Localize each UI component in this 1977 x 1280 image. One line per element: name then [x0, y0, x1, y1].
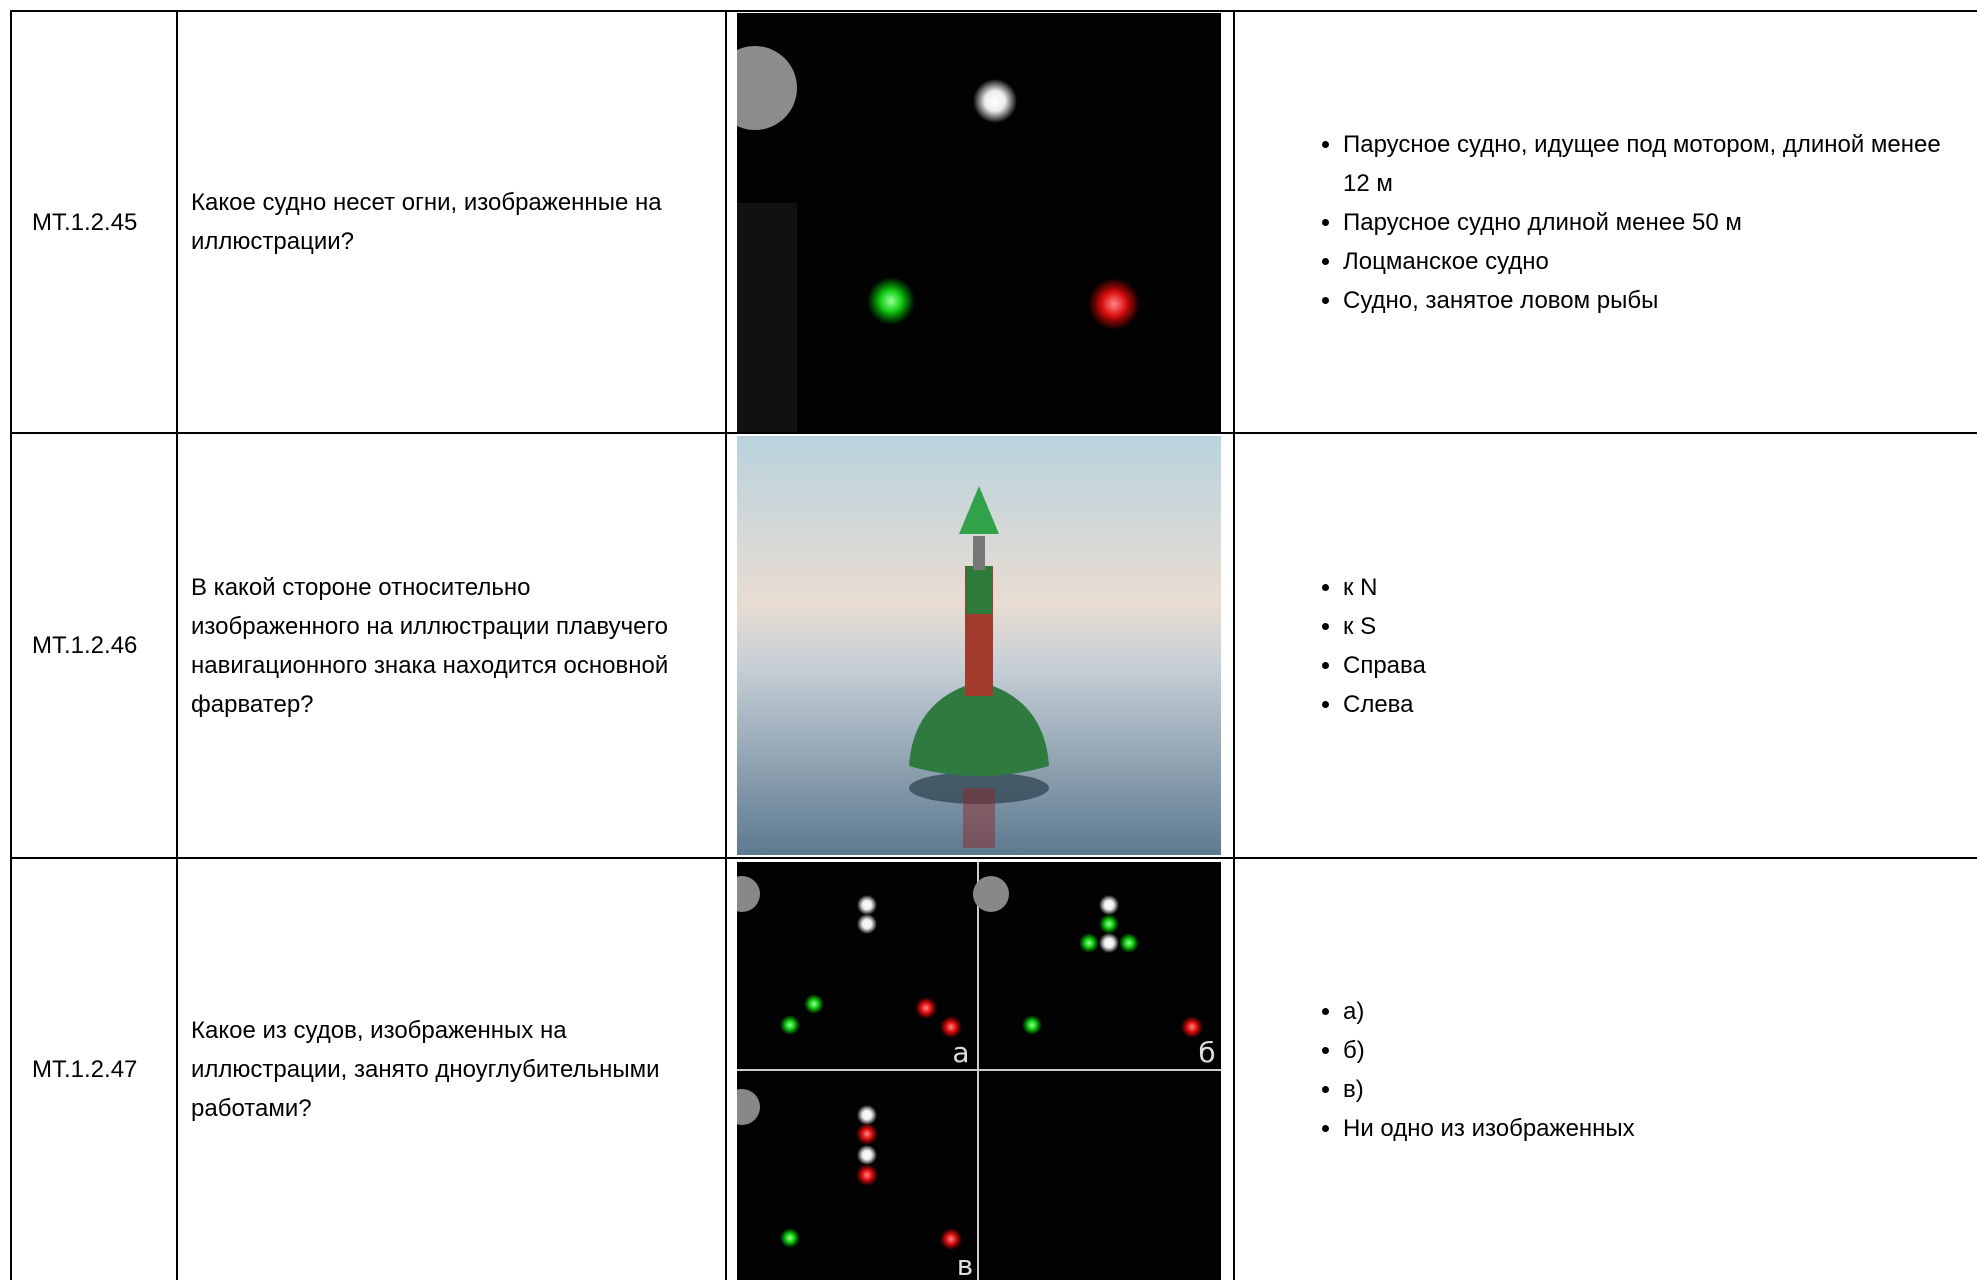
image-cell [725, 432, 1235, 859]
answer: Судно, занятое ловом рыбы [1343, 281, 1950, 320]
answer: Справа [1343, 646, 1950, 685]
answer: Парусное судно, идущее под мотором, длин… [1343, 125, 1950, 203]
questions-table: МТ.1.2.45 Какое судно несет огни, изобра… [10, 10, 1977, 1280]
answers-cell: к N к S Справа Слева [1233, 432, 1977, 859]
table-row: МТ.1.2.45 Какое судно несет огни, изобра… [10, 10, 1977, 434]
answer: Слева [1343, 685, 1950, 724]
question-text: Какое судно несет огни, изображенные на … [176, 10, 727, 434]
answer: в) [1343, 1070, 1950, 1109]
answer: Парусное судно длиной менее 50 м [1343, 203, 1950, 242]
answer-list: к N к S Справа Слева [1235, 568, 1977, 724]
image-cell: а б в [725, 857, 1235, 1280]
answer: к N [1343, 568, 1950, 607]
answers-cell: а) б) в) Ни одно из изображенных [1233, 857, 1977, 1280]
answer: к S [1343, 607, 1950, 646]
answer: а) [1343, 992, 1950, 1031]
answer: Лоцманское судно [1343, 242, 1950, 281]
lights-image [737, 12, 1221, 432]
table-row: МТ.1.2.46 В какой стороне относительно и… [10, 432, 1977, 859]
question-id: МТ.1.2.47 [10, 857, 178, 1280]
answers-cell: Парусное судно, идущее под мотором, длин… [1233, 10, 1977, 434]
image-cell [725, 10, 1235, 434]
answer: б) [1343, 1031, 1950, 1070]
answer-list: а) б) в) Ни одно из изображенных [1235, 992, 1977, 1148]
question-text: В какой стороне относительно изображенно… [176, 432, 727, 859]
image-label: в [957, 1249, 974, 1280]
image-label: а [952, 1036, 969, 1069]
answer: Ни одно из изображенных [1343, 1109, 1950, 1148]
question-id: МТ.1.2.46 [10, 432, 178, 859]
buoy-image [737, 436, 1221, 855]
lights-grid-image: а б в [737, 862, 1221, 1280]
table-row: МТ.1.2.47 Какое из судов, изображенных н… [10, 857, 1977, 1280]
question-text: Какое из судов, изображенных на иллюстра… [176, 857, 727, 1280]
question-id: МТ.1.2.45 [10, 10, 178, 434]
image-label: б [1198, 1036, 1215, 1069]
answer-list: Парусное судно, идущее под мотором, длин… [1235, 125, 1977, 320]
